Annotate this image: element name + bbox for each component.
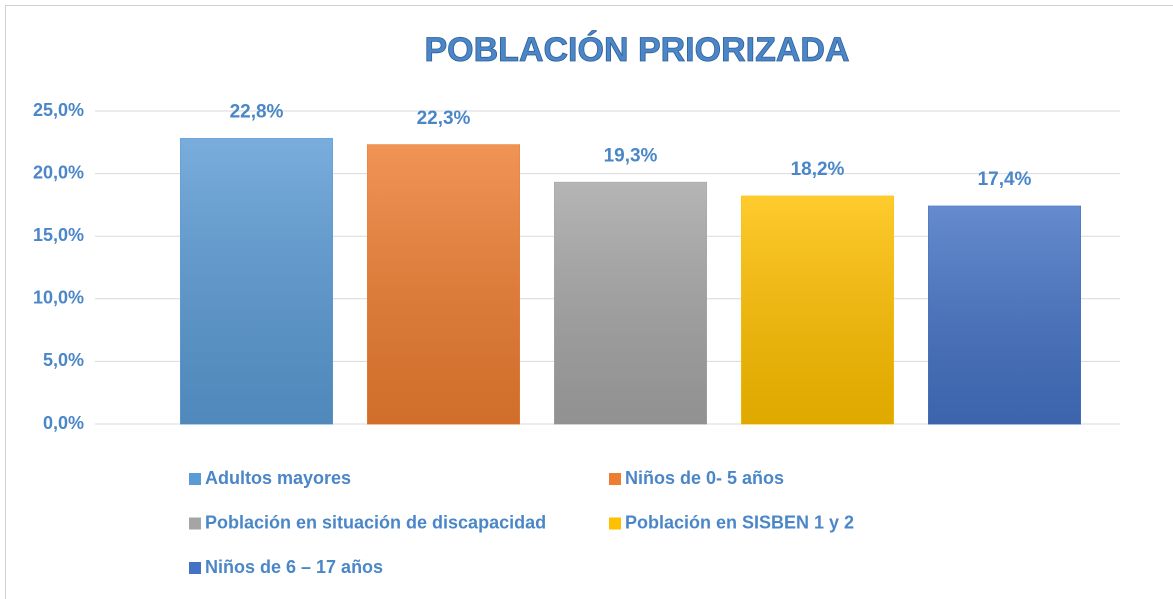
bar-shade: [180, 138, 333, 424]
legend-label: Población en situación de discapacidad: [205, 512, 546, 532]
legend-swatch: [609, 517, 621, 530]
value-label: 19,3%: [604, 145, 658, 166]
legend-swatch: [609, 473, 621, 485]
legend-label: Niños de 6 – 17 años: [205, 557, 383, 577]
chart-frame: [5, 5, 1173, 599]
bar-shade: [928, 206, 1081, 424]
legend-swatch: [189, 473, 201, 485]
bar-shade: [554, 182, 707, 424]
value-label: 22,3%: [417, 108, 471, 129]
bar-shade: [367, 144, 520, 424]
y-tick-label: 0,0%: [43, 413, 84, 433]
value-label: 18,2%: [791, 159, 845, 180]
y-tick-label: 5,0%: [43, 350, 84, 370]
y-tick-label: 25,0%: [33, 100, 84, 120]
bar-shade: [741, 196, 894, 424]
legend-swatch: [189, 517, 201, 530]
value-label: 17,4%: [978, 169, 1032, 190]
value-label: 22,8%: [230, 102, 284, 123]
y-tick-label: 15,0%: [33, 225, 84, 245]
legend-label: Adultos mayores: [205, 468, 351, 488]
chart-title: POBLACIÓN PRIORIZADA: [425, 31, 850, 69]
legend-label: Niños de 0- 5 años: [625, 468, 784, 488]
legend-swatch: [189, 562, 201, 574]
y-tick-label: 20,0%: [33, 162, 84, 182]
legend-label: Población en SISBEN 1 y 2: [625, 512, 854, 532]
y-tick-label: 10,0%: [33, 288, 84, 308]
